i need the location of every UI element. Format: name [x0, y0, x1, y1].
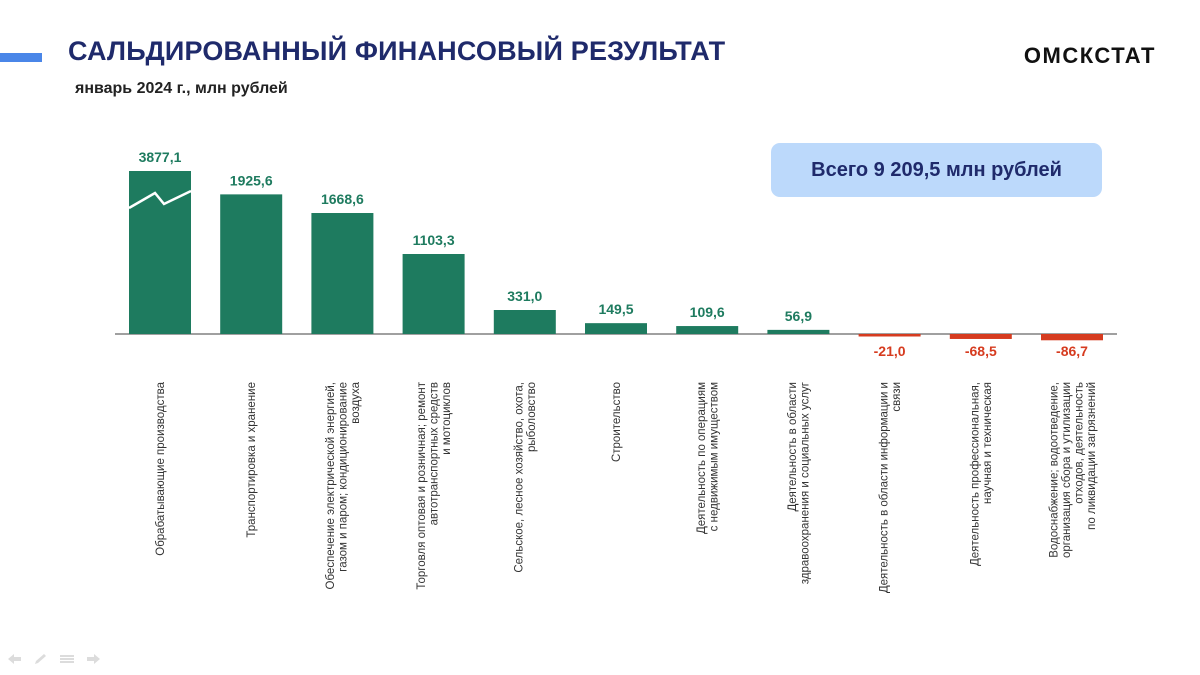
- data-label: 3877,1: [139, 149, 182, 165]
- category-label-line: и мотоциклов: [441, 382, 453, 455]
- bar: [676, 326, 739, 334]
- data-label: -68,5: [965, 343, 997, 359]
- data-label: 1668,6: [321, 191, 364, 207]
- arrow-right-icon[interactable]: [84, 652, 102, 666]
- category-label-line: Деятельность в области информации и: [878, 382, 890, 593]
- category-label: Водоснабжение; водоотведение, организация…: [1048, 382, 1098, 558]
- bar: [585, 323, 647, 334]
- menu-icon[interactable]: [58, 652, 76, 666]
- category-label-line: по ликвидации загрязнений: [1086, 382, 1098, 530]
- category-label-line: Деятельность по операциям: [696, 382, 708, 534]
- category-label-line: автотранспортных средств: [429, 382, 441, 525]
- category-label-line: рыболовство: [526, 382, 538, 452]
- category-label-line: отходов, деятельность: [1073, 382, 1085, 504]
- slide-nav-toolbar: [6, 652, 102, 666]
- category-label: Обрабатывающие производства: [155, 381, 167, 555]
- page-title: САЛЬДИРОВАННЫЙ ФИНАНСОВЫЙ РЕЗУЛЬТАТ: [68, 36, 726, 66]
- bar: [767, 329, 830, 334]
- category-label-line: Обеспечение электрической энергией,: [325, 382, 337, 589]
- data-label: 56,9: [785, 308, 812, 324]
- bar: [1041, 334, 1103, 341]
- page-subtitle: январь 2024 г., млн рублей: [75, 80, 288, 97]
- arrow-left-icon[interactable]: [6, 652, 24, 666]
- bar: [311, 213, 374, 334]
- category-label: Деятельность по операциям с недвижимым им…: [696, 382, 721, 534]
- category-label-line: Торговля оптовая и розничная; ремонт: [416, 381, 428, 589]
- category-label: Деятельность в области здравоохранения и …: [787, 382, 812, 584]
- category-label-line: Сельское, лесное хозяйство, охота,: [514, 382, 526, 573]
- category-label-line: организация сбора и утилизации: [1061, 382, 1073, 558]
- brand-logo-text: ОМСКСТАТ: [1023, 43, 1156, 68]
- category-label-line: Транспортировка и хранение: [246, 382, 258, 538]
- category-label-line: научная и техническая: [982, 382, 994, 504]
- bar: [402, 254, 465, 334]
- category-label: Деятельность в области информации и связи: [878, 382, 903, 593]
- category-label-line: Обрабатывающие производства: [155, 381, 167, 555]
- total-summary-box: Всего 9 209,5 млн рублей: [771, 143, 1102, 197]
- data-label: 149,5: [598, 301, 633, 317]
- category-label-line: Водоснабжение; водоотведение,: [1048, 382, 1060, 558]
- bar: [493, 309, 556, 334]
- pen-icon[interactable]: [32, 652, 50, 666]
- data-label: 109,6: [690, 304, 725, 320]
- category-label: Обеспечение электрической энергией, газом…: [325, 381, 362, 589]
- category-label-line: Деятельность профессиональная,: [970, 382, 982, 566]
- bar: [858, 334, 921, 337]
- data-label: -86,7: [1056, 343, 1088, 359]
- accent-bar: [0, 53, 42, 62]
- bar: [220, 194, 283, 334]
- category-label-line: газом и паром; кондиционирование: [337, 382, 349, 572]
- category-label: Сельское, лесное хозяйство, охота, рыболо…: [514, 382, 539, 573]
- bar: [949, 334, 1012, 339]
- category-label-line: связи: [891, 382, 903, 412]
- category-label: Торговля оптовая и розничная; ремонт авто…: [416, 381, 453, 589]
- category-label-line: Строительство: [611, 382, 623, 462]
- category-label-line: Деятельность в области: [787, 382, 799, 512]
- data-label: 331,0: [507, 288, 542, 304]
- data-label: 1925,6: [230, 172, 273, 188]
- category-label-line: воздуха: [350, 381, 362, 423]
- category-label-line: здравоохранения и социальных услуг: [800, 382, 812, 584]
- data-label: 1103,3: [413, 232, 455, 248]
- category-label-line: с недвижимым имуществом: [708, 382, 720, 531]
- category-label: Транспортировка и хранение: [246, 382, 258, 538]
- data-label: -21,0: [874, 343, 906, 359]
- category-label: Деятельность профессиональная, научная и …: [970, 382, 995, 566]
- axis-break-mark: [128, 189, 192, 210]
- category-label: Строительство: [611, 382, 623, 462]
